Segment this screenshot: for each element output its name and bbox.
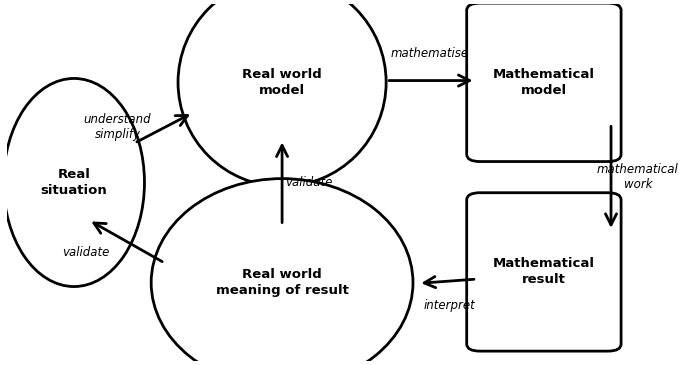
Text: Real world
model: Real world model: [242, 68, 322, 97]
Text: interpret: interpret: [424, 299, 476, 312]
Text: mathematical
work: mathematical work: [597, 163, 679, 191]
Text: Mathematical
result: Mathematical result: [493, 257, 595, 287]
Text: Real world
meaning of result: Real world meaning of result: [216, 268, 349, 297]
Text: Mathematical
model: Mathematical model: [493, 68, 595, 97]
FancyBboxPatch shape: [466, 3, 621, 162]
Ellipse shape: [178, 0, 386, 187]
Text: validate: validate: [285, 176, 333, 189]
Ellipse shape: [3, 78, 145, 287]
Text: validate: validate: [62, 246, 110, 259]
FancyBboxPatch shape: [466, 193, 621, 351]
Ellipse shape: [151, 178, 413, 365]
Text: mathematise: mathematise: [390, 47, 469, 60]
Text: Real
situation: Real situation: [40, 168, 108, 197]
Text: understand
simplify: understand simplify: [84, 113, 151, 141]
